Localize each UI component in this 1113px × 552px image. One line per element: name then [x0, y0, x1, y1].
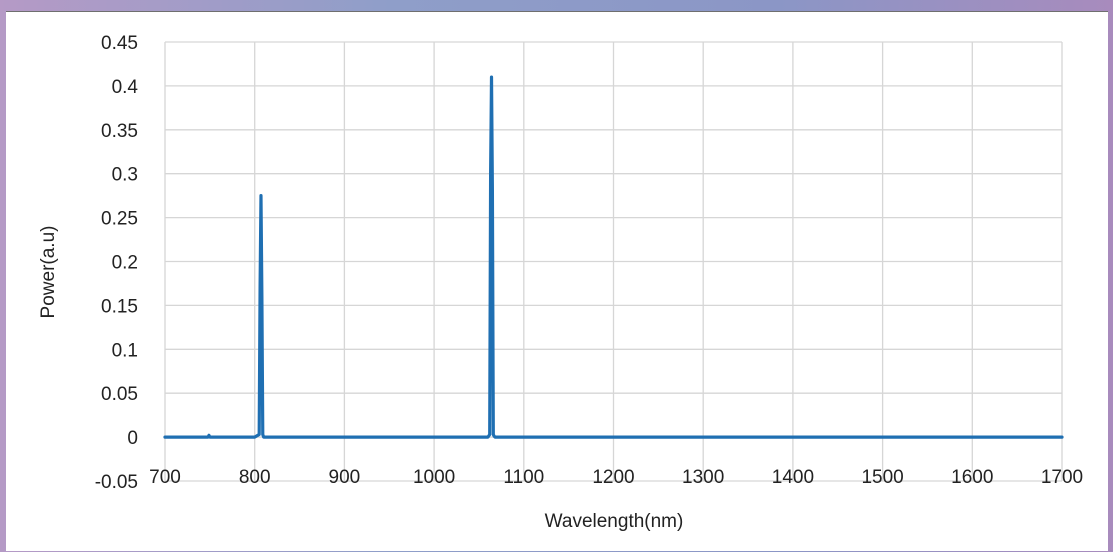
y-tick-label: 0: [127, 428, 138, 449]
x-tick-label: 700: [149, 467, 181, 488]
y-tick-label: 0.4: [112, 77, 139, 98]
series-line-0: [163, 75, 1064, 439]
y-tick-label: 0.05: [101, 384, 138, 405]
x-tick-label: 1700: [1041, 467, 1083, 488]
x-tick-label: 1300: [682, 467, 724, 488]
x-axis-label: Wavelength(nm): [545, 511, 684, 532]
chart-frame: -0.05 0 0.05 0.1 0.15 0.2 0.25 0.3 0.35 0.4 0.45 7…: [6, 11, 1108, 551]
y-tick-label: 0.25: [101, 209, 138, 230]
x-tick-label: 1100: [503, 467, 544, 488]
y-tick-label: 0.45: [101, 33, 138, 54]
x-tick-label: 1400: [772, 467, 814, 488]
y-tick-label: 0.35: [101, 121, 138, 142]
y-tick-label: -0.05: [95, 472, 138, 493]
y-tick-label: 0.15: [101, 296, 138, 317]
spectrum-chart: -0.05 0 0.05 0.1 0.15 0.2 0.25 0.3 0.35 0.4 0.45 7…: [38, 33, 1083, 532]
x-tick-label: 1600: [951, 467, 993, 488]
x-axis-ticks: 700 800 900 1000 1100 1200 1300 1400 1500 1600 170…: [149, 467, 1083, 488]
y-tick-label: 0.2: [112, 253, 138, 274]
x-tick-label: 800: [239, 467, 271, 488]
y-axis-ticks: -0.05 0 0.05 0.1 0.15 0.2 0.25 0.3 0.35 0.4 0.45: [95, 33, 139, 493]
x-tick-label: 900: [329, 467, 361, 488]
y-tick-label: 0.3: [112, 165, 138, 186]
series-layer: [163, 75, 1064, 439]
x-tick-label: 1500: [861, 467, 903, 488]
y-tick-label: 0.1: [112, 340, 138, 361]
y-axis-label: Power(a.u): [38, 226, 59, 319]
x-tick-label: 1200: [592, 467, 634, 488]
x-tick-label: 1000: [413, 467, 455, 488]
grid: [164, 41, 1063, 482]
